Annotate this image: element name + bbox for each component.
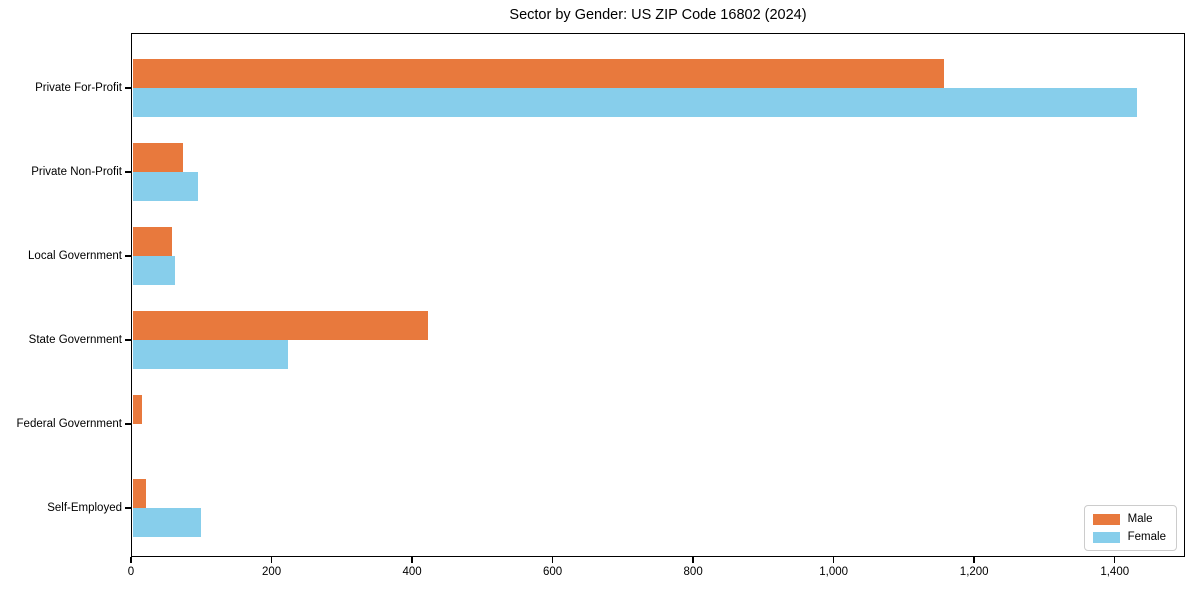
bar-male-local-government	[132, 227, 172, 256]
x-tick-mark	[270, 557, 273, 563]
x-tick-mark	[832, 557, 835, 563]
bar-male-self-employed	[132, 479, 146, 508]
legend-label: Female	[1127, 531, 1166, 543]
legend-label: Male	[1127, 513, 1153, 525]
x-tick-label: 800	[683, 566, 703, 578]
y-axis-label: Federal Government	[16, 418, 122, 430]
chart-title: Sector by Gender: US ZIP Code 16802 (202…	[509, 7, 807, 23]
legend-swatch-female	[1092, 531, 1120, 543]
legend-swatch-male	[1092, 513, 1120, 525]
x-tick-label: 200	[261, 566, 282, 578]
bar-female-private-non-profit	[132, 172, 198, 201]
bar-male-private-for-profit	[132, 59, 945, 88]
x-tick-mark	[1113, 557, 1116, 563]
x-tick-mark	[973, 557, 975, 563]
x-tick-label: 600	[543, 566, 563, 578]
y-tick-mark	[125, 423, 131, 425]
y-axis-label: Private Non-Profit	[31, 166, 122, 178]
y-tick-mark	[125, 339, 131, 341]
y-tick-mark	[125, 87, 131, 89]
legend: Male Female	[1083, 505, 1177, 551]
legend-item-female: Female	[1092, 531, 1166, 543]
legend-item-male: Male	[1092, 513, 1166, 525]
x-tick-label: 0	[127, 566, 135, 578]
y-tick-mark	[125, 171, 131, 173]
bar-male-private-non-profit	[132, 143, 184, 172]
x-tick-mark	[551, 557, 554, 563]
y-tick-mark	[125, 507, 131, 509]
x-tick-label: 400	[402, 566, 422, 578]
bar-female-private-for-profit	[132, 88, 1138, 117]
x-tick-label: 1,000	[819, 566, 849, 578]
x-tick-label: 1,400	[1100, 566, 1130, 578]
y-axis-label: Local Government	[28, 250, 122, 262]
x-tick-mark	[130, 557, 132, 563]
x-tick-mark	[692, 557, 694, 563]
x-tick-mark	[411, 557, 413, 563]
y-tick-mark	[125, 255, 131, 257]
plot-area	[131, 33, 1185, 557]
y-axis-label: Private For-Profit	[35, 82, 122, 94]
bar-male-state-government	[132, 311, 428, 340]
bar-male-federal-government	[132, 395, 142, 424]
bar-female-local-government	[132, 256, 176, 285]
y-axis-label: Self-Employed	[47, 502, 122, 514]
bar-female-self-employed	[132, 508, 202, 537]
bar-female-state-government	[132, 340, 288, 369]
y-axis-label: State Government	[28, 334, 122, 346]
x-tick-label: 1,200	[959, 566, 989, 578]
